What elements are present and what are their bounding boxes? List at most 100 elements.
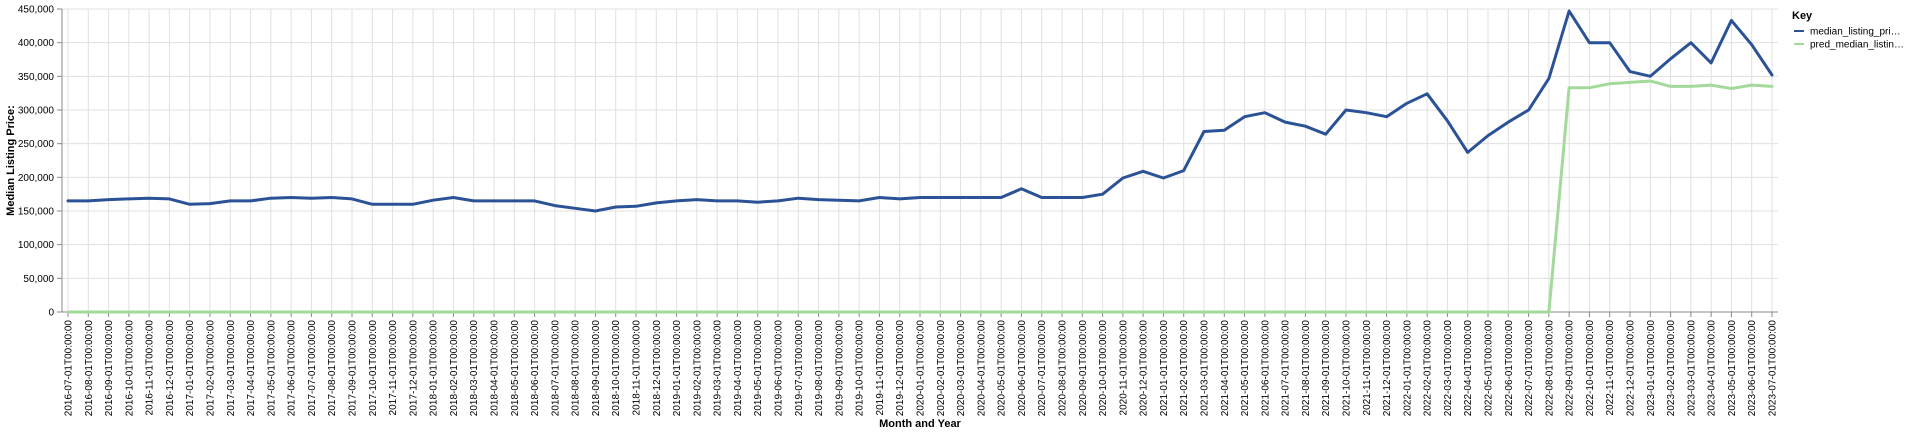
legend: Key median_listing_pri… pred_median_listi… (1792, 10, 1904, 51)
y-tick-label: 200,000 (18, 173, 55, 184)
x-tick-label: 2023-02-01T00:00:00 (1666, 320, 1677, 417)
series-lines (66, 9, 1774, 314)
x-tick-label: 2016-08-01T00:00:00 (84, 320, 95, 417)
x-tick-label: 2022-02-01T00:00:00 (1423, 320, 1434, 417)
x-tick-label: 2021-09-01T00:00:00 (1321, 320, 1332, 417)
x-tick-label: 2022-12-01T00:00:00 (1626, 320, 1637, 417)
x-axis: 2016-07-01T00:00:00 2016-08-01T00:00:00 20… (62, 311, 1779, 417)
y-tick-label: 350,000 (18, 72, 55, 83)
x-tick-label: 2017-11-01T00:00:00 (388, 320, 399, 416)
x-tick-label: 2018-09-01T00:00:00 (591, 320, 602, 417)
x-tick-label: 2018-04-01T00:00:00 (490, 320, 501, 417)
y-tick-label: 250,000 (18, 139, 55, 150)
x-tick-label: 2019-03-01T00:00:00 (713, 320, 724, 417)
legend-label: median_listing_pri… (1810, 27, 1901, 38)
x-tick-label: 2022-08-01T00:00:00 (1544, 320, 1555, 417)
x-axis-title: Month and Year (879, 418, 961, 430)
x-tick-label: 2023-04-01T00:00:00 (1707, 320, 1718, 417)
x-tick-label: 2023-06-01T00:00:00 (1747, 320, 1758, 417)
x-tick-label: 2019-08-01T00:00:00 (814, 320, 825, 417)
x-tick-label: 2021-05-01T00:00:00 (1240, 320, 1251, 417)
x-tick-label: 2020-09-01T00:00:00 (1078, 320, 1089, 417)
x-tick-label: 2019-04-01T00:00:00 (733, 320, 744, 417)
x-tick-label: 2018-12-01T00:00:00 (652, 320, 663, 417)
x-tick-label: 2016-10-01T00:00:00 (124, 320, 135, 417)
x-tick-label: 2021-12-01T00:00:00 (1382, 320, 1393, 417)
x-tick-label: 2019-01-01T00:00:00 (672, 320, 683, 417)
x-tick-label: 2022-06-01T00:00:00 (1504, 320, 1515, 417)
x-tick-label: 2018-02-01T00:00:00 (449, 320, 460, 417)
x-tick-label: 2022-03-01T00:00:00 (1443, 320, 1454, 417)
x-tick-label: 2020-07-01T00:00:00 (1037, 320, 1048, 417)
x-tick-label: 2017-05-01T00:00:00 (266, 320, 277, 417)
x-tick-label: 2019-10-01T00:00:00 (855, 320, 866, 417)
y-axis-title: Median Listing Price: (5, 105, 17, 216)
x-tick-label: 2020-10-01T00:00:00 (1098, 320, 1109, 417)
y-tick-label: 50,000 (23, 274, 54, 285)
x-tick-label: 2018-07-01T00:00:00 (550, 320, 561, 417)
x-tick-label: 2020-06-01T00:00:00 (1017, 320, 1028, 417)
x-tick-label: 2020-08-01T00:00:00 (1058, 320, 1069, 417)
x-tick-label: 2017-12-01T00:00:00 (408, 320, 419, 417)
x-tick-label: 2019-09-01T00:00:00 (834, 320, 845, 417)
x-tick-label: 2017-01-01T00:00:00 (185, 320, 196, 417)
x-tick-label: 2020-05-01T00:00:00 (997, 320, 1008, 417)
x-tick-label: 2019-05-01T00:00:00 (753, 320, 764, 417)
y-tick-label: 100,000 (18, 240, 55, 251)
x-tick-label: 2021-07-01T00:00:00 (1281, 320, 1292, 417)
x-tick-label: 2018-11-01T00:00:00 (632, 320, 643, 416)
x-tick-label: 2022-07-01T00:00:00 (1524, 320, 1535, 417)
x-tick-label: 2017-10-01T00:00:00 (368, 320, 379, 417)
x-tick-label: 2016-07-01T00:00:00 (64, 320, 75, 417)
legend-title: Key (1792, 10, 1813, 22)
x-tick-label: 2019-11-01T00:00:00 (875, 320, 886, 416)
x-tick-label: 2017-09-01T00:00:00 (348, 320, 359, 417)
x-tick-label: 2020-02-01T00:00:00 (936, 320, 947, 417)
y-tick-label: 0 (48, 308, 54, 319)
x-tick-label: 2016-12-01T00:00:00 (165, 320, 176, 417)
x-tick-label: 2022-04-01T00:00:00 (1463, 320, 1474, 417)
x-tick-label: 2021-03-01T00:00:00 (1200, 320, 1211, 417)
x-tick-label: 2022-05-01T00:00:00 (1484, 320, 1495, 417)
x-tick-label: 2020-04-01T00:00:00 (976, 320, 987, 417)
x-tick-label: 2022-11-01T00:00:00 (1605, 320, 1616, 416)
x-tick-label: 2022-01-01T00:00:00 (1402, 320, 1413, 417)
y-tick-label: 300,000 (18, 106, 55, 117)
x-tick-label: 2021-04-01T00:00:00 (1220, 320, 1231, 417)
x-tick-label: 2016-09-01T00:00:00 (104, 320, 115, 417)
x-tick-label: 2021-11-01T00:00:00 (1362, 320, 1373, 416)
x-tick-label: 2023-07-01T00:00:00 (1768, 320, 1779, 417)
x-tick-label: 2019-07-01T00:00:00 (794, 320, 805, 417)
x-tick-label: 2021-02-01T00:00:00 (1179, 320, 1190, 417)
x-tick-label: 2018-10-01T00:00:00 (611, 320, 622, 417)
x-tick-label: 2017-03-01T00:00:00 (226, 320, 237, 417)
x-tick-label: 2020-01-01T00:00:00 (916, 320, 927, 417)
x-tick-label: 2018-03-01T00:00:00 (469, 320, 480, 417)
x-tick-label: 2023-03-01T00:00:00 (1686, 320, 1697, 417)
x-tick-label: 2018-08-01T00:00:00 (571, 320, 582, 417)
x-tick-label: 2023-01-01T00:00:00 (1646, 320, 1657, 417)
y-axis: 0 50,000 100,000 150,000 200,000 250,000 300,0… (18, 5, 63, 319)
x-tick-label: 2019-02-01T00:00:00 (692, 320, 703, 417)
y-tick-label: 150,000 (18, 207, 55, 218)
series-line (66, 9, 1774, 213)
legend-label: pred_median_listin… (1810, 40, 1904, 51)
x-tick-label: 2017-06-01T00:00:00 (287, 320, 298, 417)
y-tick-label: 400,000 (18, 38, 55, 49)
x-tick-label: 2023-05-01T00:00:00 (1727, 320, 1738, 417)
x-tick-label: 2017-07-01T00:00:00 (307, 320, 318, 417)
x-tick-label: 2017-04-01T00:00:00 (246, 320, 257, 417)
x-tick-label: 2021-06-01T00:00:00 (1260, 320, 1271, 417)
x-tick-label: 2017-08-01T00:00:00 (327, 320, 338, 417)
x-tick-label: 2018-05-01T00:00:00 (510, 320, 521, 417)
x-tick-label: 2017-02-01T00:00:00 (206, 320, 217, 417)
x-tick-label: 2021-08-01T00:00:00 (1301, 320, 1312, 417)
x-tick-label: 2018-01-01T00:00:00 (429, 320, 440, 417)
y-tick-label: 450,000 (18, 5, 55, 16)
x-tick-label: 2018-06-01T00:00:00 (530, 320, 541, 417)
x-tick-label: 2019-06-01T00:00:00 (774, 320, 785, 417)
x-tick-label: 2022-09-01T00:00:00 (1565, 320, 1576, 417)
x-tick-label: 2016-11-01T00:00:00 (145, 320, 156, 416)
x-tick-label: 2020-11-01T00:00:00 (1118, 320, 1129, 416)
